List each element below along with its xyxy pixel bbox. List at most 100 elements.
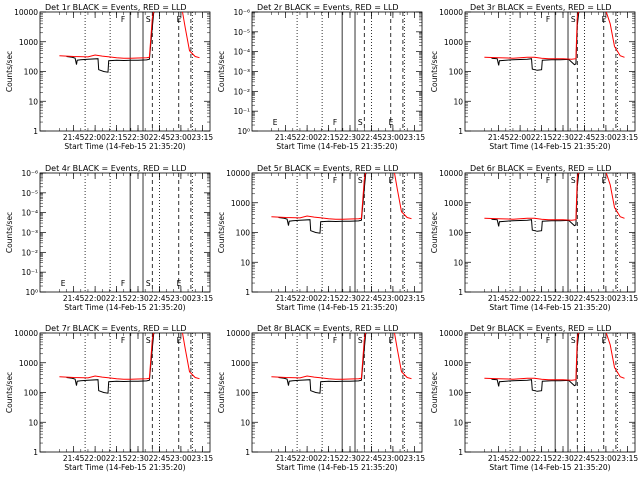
panel-title: Det 8r BLACK = Events, RED = LLD (257, 324, 399, 333)
x-tick-label: 23:00 (170, 294, 192, 303)
x-tick-label: 22:45 (574, 294, 596, 303)
event-marker: S (571, 336, 576, 345)
y-tick-label: 10 (240, 418, 250, 427)
event-marker: E (61, 279, 66, 288)
event-marker: F (333, 118, 337, 127)
x-tick-label: 21:45 (63, 294, 85, 303)
event-marker: E (602, 336, 607, 345)
x-tick-label: 22:00 (509, 454, 531, 463)
x-tick-label: 22:15 (318, 133, 340, 142)
panel-7: Det 7r BLACK = Events, RED = LLD Counts/s… (5, 324, 213, 472)
x-tick-label: 22:00 (84, 294, 106, 303)
series-lld-line (484, 333, 625, 381)
x-tick-label: 22:15 (318, 294, 340, 303)
y-tick-label: 10⁻² (21, 248, 38, 257)
x-tick-label: 22:45 (361, 133, 383, 142)
panel-6: Det 6r BLACK = Events, RED = LLD Counts/s… (430, 164, 638, 312)
event-marker: E (389, 336, 394, 345)
y-axis-label: Counts/sec (217, 372, 226, 413)
x-tick-label: 22:30 (552, 133, 574, 142)
y-tick-label: 10⁻⁵ (21, 189, 38, 198)
plot-frame (464, 172, 636, 293)
series-events-line (491, 173, 580, 232)
panel-title: Det 6r BLACK = Events, RED = LLD (470, 164, 612, 173)
event-marker: S (358, 118, 363, 127)
panel-title: Det 9r BLACK = Events, RED = LLD (470, 324, 612, 333)
panel-9: Det 9r BLACK = Events, RED = LLD Counts/s… (430, 324, 638, 472)
plot-frame (39, 11, 211, 132)
x-tick-label: 22:45 (361, 294, 383, 303)
x-tick-label: 22:00 (296, 294, 318, 303)
x-tick-label: 23:00 (382, 133, 404, 142)
panel-2: Det 2r BLACK = Events, RED = LLD Counts/s… (217, 3, 425, 151)
series-events-line (66, 333, 155, 394)
x-tick-label: 22:00 (84, 454, 106, 463)
y-tick-label: 10⁻⁴ (21, 209, 38, 218)
x-tick-label: 22:45 (361, 454, 383, 463)
y-tick-label: 100 (449, 229, 464, 238)
y-tick-label: 10000 (226, 329, 250, 338)
x-tick-label: 22:30 (339, 133, 361, 142)
x-tick-label: 22:45 (574, 454, 596, 463)
x-tick-label: 22:00 (509, 133, 531, 142)
y-axis-label: Counts/sec (217, 212, 226, 253)
x-tick-label: 23:00 (595, 454, 617, 463)
x-tick-label: 23:00 (382, 454, 404, 463)
event-marker: F (121, 336, 125, 345)
series-events-line (491, 12, 580, 71)
event-marker: F (121, 279, 125, 288)
panel-3: Det 3r BLACK = Events, RED = LLD Counts/s… (430, 3, 638, 151)
y-tick-label: 1000 (231, 199, 250, 208)
y-tick-label: 10 (453, 258, 463, 267)
event-marker: F (546, 176, 550, 185)
plot-frame (39, 172, 211, 293)
panel-5: Det 5r BLACK = Events, RED = LLD Counts/s… (217, 164, 425, 312)
x-tick-label: 22:30 (127, 454, 149, 463)
x-tick-label: 22:00 (296, 454, 318, 463)
y-tick-label: 10⁻¹ (21, 268, 38, 277)
x-tick-label: 21:45 (275, 454, 297, 463)
x-tick-label: 21:45 (63, 454, 85, 463)
y-tick-label: 1 (458, 127, 463, 136)
x-tick-label: 22:00 (296, 133, 318, 142)
y-tick-label: 1 (458, 288, 463, 297)
x-tick-label: 21:45 (488, 294, 510, 303)
y-tick-label: 100 (24, 68, 39, 77)
event-marker: F (333, 336, 337, 345)
x-tick-label: 22:00 (84, 133, 106, 142)
event-marker: S (571, 15, 576, 24)
plot-frame (464, 332, 636, 453)
y-tick-label: 10⁻⁶ (21, 169, 38, 178)
y-tick-label: 10000 (439, 329, 463, 338)
panel-title: Det 1r BLACK = Events, RED = LLD (45, 3, 187, 12)
y-tick-label: 1000 (19, 38, 38, 47)
y-tick-label: 10⁻⁶ (233, 8, 250, 17)
x-tick-label: 22:15 (531, 294, 553, 303)
event-marker: E (389, 176, 394, 185)
panel-title: Det 4r BLACK = Events, RED = LLD (45, 164, 187, 173)
y-tick-label: 1000 (444, 38, 463, 47)
x-axis-label: Start Time (14-Feb-15 21:35:20) (64, 463, 185, 472)
x-tick-label: 23:15 (617, 294, 639, 303)
y-axis-label: Counts/sec (430, 51, 439, 92)
series-lld-line (484, 173, 625, 221)
y-tick-label: 10⁰ (25, 288, 38, 297)
y-tick-label: 10⁻² (233, 87, 250, 96)
x-tick-label: 21:45 (275, 294, 297, 303)
x-tick-label: 23:00 (595, 294, 617, 303)
x-tick-label: 22:15 (318, 454, 340, 463)
x-tick-label: 22:30 (339, 454, 361, 463)
y-tick-label: 10 (28, 418, 38, 427)
x-tick-label: 22:15 (106, 133, 128, 142)
series-events-line (278, 173, 367, 234)
x-tick-label: 22:30 (339, 294, 361, 303)
y-tick-label: 1000 (444, 359, 463, 368)
x-tick-label: 22:45 (149, 133, 171, 142)
event-marker: E (177, 336, 182, 345)
x-tick-label: 23:00 (382, 294, 404, 303)
y-tick-label: 10 (453, 418, 463, 427)
y-tick-label: 100 (24, 389, 39, 398)
series-lld-line (271, 173, 412, 220)
x-tick-label: 23:15 (404, 454, 426, 463)
